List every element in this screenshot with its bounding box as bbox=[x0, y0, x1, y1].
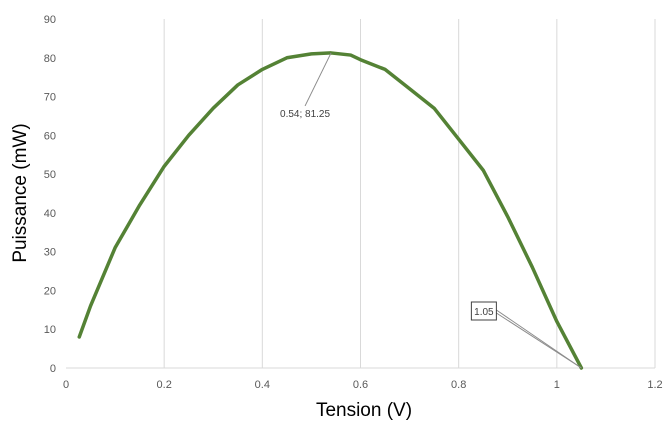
annotation-leader-line bbox=[496, 312, 582, 369]
y-tick-label: 80 bbox=[44, 53, 56, 65]
y-tick-label: 10 bbox=[44, 324, 56, 336]
y-tick-label: 30 bbox=[44, 247, 56, 259]
y-axis-title: Puissance (mW) bbox=[10, 123, 31, 262]
annotation-box bbox=[470, 301, 497, 321]
series-group bbox=[77, 51, 584, 370]
y-tick-label: 40 bbox=[44, 208, 56, 220]
x-tick-label: 1.2 bbox=[647, 379, 662, 391]
series-line bbox=[77, 51, 584, 370]
x-tick-label: 0 bbox=[63, 379, 69, 391]
x-axis-title: Tension (V) bbox=[316, 400, 412, 421]
x-tick-label: 0.6 bbox=[353, 379, 368, 391]
y-tick-label: 70 bbox=[44, 92, 56, 104]
x-tick-labels: 0 0.2 0.4 0.6 0.8 1 1.2 bbox=[63, 379, 663, 391]
annotations-group: 0.54; 81.25 1.05 bbox=[280, 52, 582, 369]
y-tick-label: 0 bbox=[50, 363, 56, 375]
y-tick-label: 60 bbox=[44, 130, 56, 142]
x-tick-label: 0.2 bbox=[157, 379, 172, 391]
annotation-leader-line bbox=[304, 52, 332, 107]
y-tick-labels: 0 10 20 30 40 50 60 70 80 90 bbox=[44, 14, 56, 375]
y-tick-label: 90 bbox=[44, 14, 56, 26]
annotation-label: 1.05 bbox=[474, 307, 494, 318]
y-tick-label: 20 bbox=[44, 285, 56, 297]
x-tick-label: 1 bbox=[554, 379, 560, 391]
annotation-label: 0.54; 81.25 bbox=[280, 109, 330, 120]
y-tick-label: 50 bbox=[44, 169, 56, 181]
x-tick-label: 0.4 bbox=[255, 379, 270, 391]
grid-lines bbox=[66, 19, 656, 369]
x-tick-label: 0.8 bbox=[451, 379, 466, 391]
